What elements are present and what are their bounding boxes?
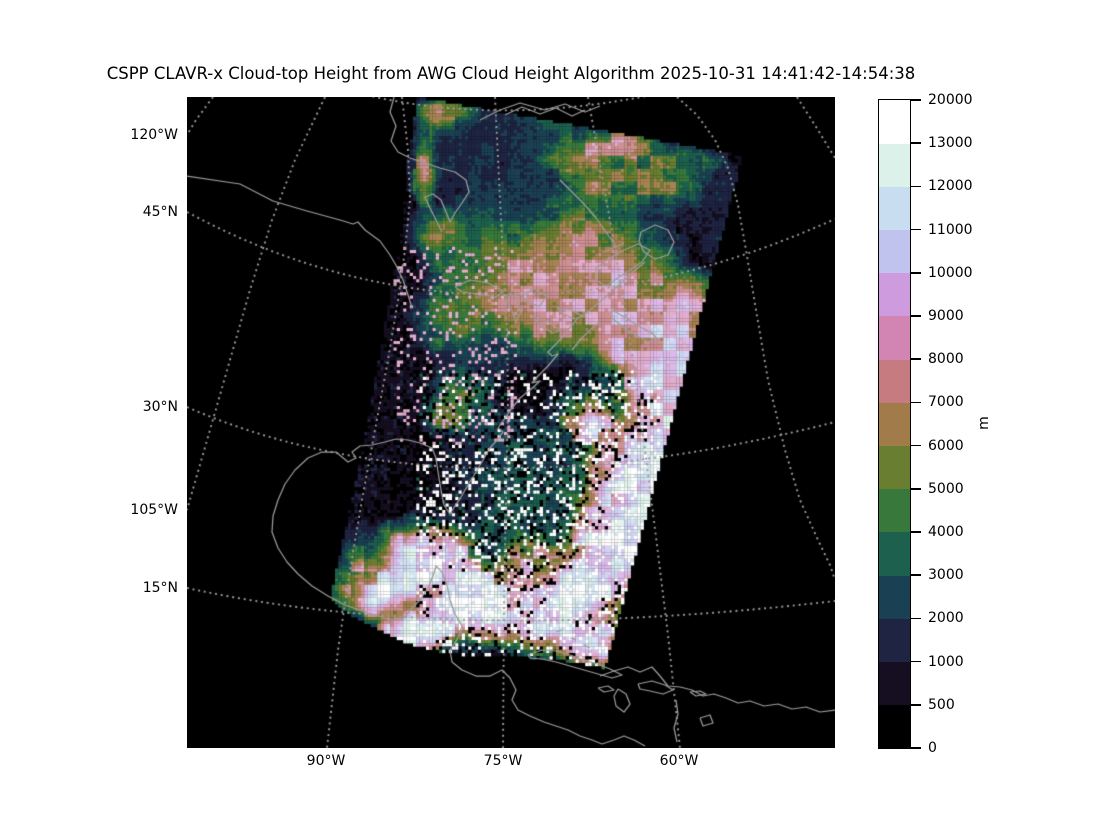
colorbar-segment: [879, 359, 910, 403]
colorbar-tick-label: 12000: [928, 178, 973, 195]
y-axis-label: 120°W: [130, 127, 178, 143]
colorbar-segment: [879, 143, 910, 187]
colorbar-tick: [911, 272, 921, 274]
colorbar-tick-label: 4000: [928, 524, 964, 540]
colorbar-segment: [879, 661, 910, 706]
colorbar-tick-label: 2000: [928, 610, 964, 627]
colorbar-tick: [911, 617, 921, 620]
colorbar-tick: [911, 660, 921, 663]
colorbar-segment: [879, 272, 910, 317]
colorbar-tick-label: 11000: [928, 221, 973, 238]
colorbar-tick-label: 0: [928, 740, 937, 756]
colorbar-segment: [879, 229, 910, 274]
colorbar-segment: [879, 402, 910, 447]
colorbar-tick-label: 9000: [928, 308, 964, 324]
colorbar-tick: [911, 704, 921, 706]
colorbar-tick: [911, 315, 921, 317]
x-axis-label: 75°W: [483, 753, 523, 769]
colorbar-segment: [879, 618, 910, 663]
colorbar-tick-label: 10000: [928, 264, 973, 281]
colorbar-segment: [879, 532, 910, 576]
figure-title: CSPP CLAVR-x Cloud-top Height from AWG C…: [106, 64, 916, 83]
colorbar-tick: [911, 574, 921, 576]
colorbar-tick-label: 500: [928, 696, 955, 713]
colorbar-tick: [911, 185, 921, 188]
colorbar-segment: [879, 100, 910, 144]
colorbar-segment: [879, 186, 910, 231]
y-axis-label: 15°N: [142, 580, 178, 596]
colorbar-segment: [879, 488, 910, 533]
colorbar-tick-label: 7000: [928, 394, 964, 411]
colorbar-tick: [911, 444, 921, 447]
colorbar-tick: [911, 401, 921, 404]
colorbar-segment: [879, 316, 910, 360]
colorbar-tick-label: 1000: [928, 653, 964, 670]
x-axis-label: 90°W: [306, 753, 346, 769]
colorbar-tick-label: 13000: [928, 135, 973, 152]
x-axis-label: 60°W: [659, 753, 699, 769]
colorbar-tick-label: 20000: [928, 92, 973, 108]
y-axis-label: 45°N: [142, 204, 178, 220]
colorbar-tick-label: 5000: [928, 480, 964, 497]
colorbar-tick-label: 6000: [928, 437, 964, 454]
colorbar: [878, 99, 911, 749]
y-axis-label: 30°N: [142, 399, 178, 415]
colorbar-tick: [911, 228, 921, 231]
colorbar-tick: [911, 358, 921, 360]
colorbar-segment: [879, 704, 910, 749]
colorbar-tick: [911, 99, 921, 101]
colorbar-tick-label: 8000: [928, 351, 964, 368]
colorbar-tick: [911, 142, 921, 144]
colorbar-segment: [879, 445, 910, 490]
colorbar-unit-label: m: [975, 416, 992, 430]
y-axis-label: 105°W: [130, 502, 178, 518]
colorbar-segment: [879, 575, 910, 619]
colorbar-tick-label: 3000: [928, 567, 964, 584]
colorbar-tick: [911, 488, 921, 490]
satellite-swath-map-canvas: [187, 97, 835, 748]
colorbar-tick: [911, 747, 921, 749]
colorbar-tick: [911, 531, 921, 533]
